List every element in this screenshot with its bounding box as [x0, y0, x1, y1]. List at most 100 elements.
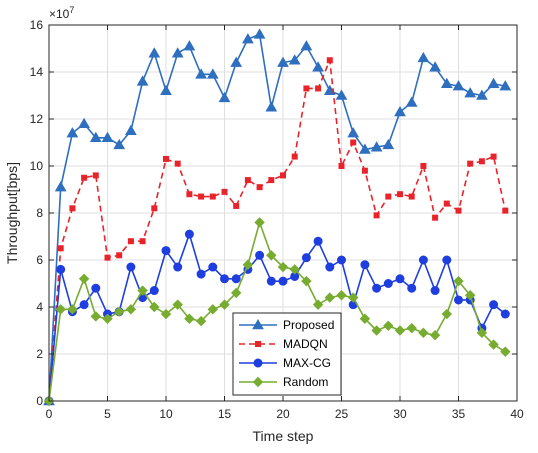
data-point-madqn [280, 172, 286, 179]
data-point-max-cg [196, 269, 206, 279]
y-tick-label: 12 [30, 112, 44, 126]
data-point-random [149, 301, 160, 313]
data-point-madqn [443, 200, 450, 207]
data-point-proposed [160, 84, 172, 96]
data-point-madqn [209, 193, 216, 200]
data-point-madqn [81, 174, 88, 181]
data-point-proposed [347, 127, 360, 138]
data-point-proposed [476, 89, 488, 100]
legend-marker-proposed [252, 318, 264, 330]
data-point-proposed [125, 124, 137, 135]
x-tick-label: 15 [218, 407, 232, 421]
y-tick-label: 2 [36, 347, 43, 361]
series-layer [43, 28, 512, 407]
data-point-max-cg [337, 255, 346, 265]
data-point-random [383, 320, 394, 332]
data-point-proposed [54, 181, 67, 192]
data-point-proposed [405, 96, 418, 107]
data-point-max-cg [278, 276, 288, 286]
data-point-proposed [113, 138, 126, 150]
data-point-random [219, 299, 230, 310]
data-point-proposed [78, 117, 90, 128]
data-point-random [160, 308, 172, 320]
x-tick-label: 35 [452, 407, 466, 421]
data-point-proposed [300, 40, 313, 51]
data-point-proposed [230, 56, 243, 67]
legend-label-proposed: Proposed [283, 318, 334, 332]
data-point-proposed [452, 80, 465, 91]
data-point-random [113, 306, 125, 317]
data-point-proposed [171, 47, 184, 58]
data-point-random [418, 327, 429, 339]
data-point-proposed [101, 131, 114, 143]
data-point-random [266, 250, 277, 261]
data-point-random [324, 292, 336, 303]
data-point-max-cg [325, 262, 335, 272]
data-point-max-cg [383, 279, 393, 288]
series-line-madqn [48, 59, 507, 402]
y-tick-label: 8 [36, 206, 43, 220]
data-point-max-cg [126, 262, 136, 272]
data-point-proposed [89, 131, 102, 143]
data-point-proposed [464, 87, 477, 98]
data-point-random [78, 273, 90, 285]
data-point-madqn [385, 193, 392, 200]
data-point-proposed [370, 141, 383, 152]
data-point-madqn [502, 207, 509, 214]
data-point-madqn [350, 139, 357, 146]
data-point-proposed [277, 56, 289, 67]
x-tick-label: 20 [276, 407, 290, 421]
data-point-random [207, 304, 219, 315]
data-point-max-cg [407, 283, 417, 293]
data-point-proposed [382, 138, 395, 150]
legend-label-madqn: MADQN [283, 337, 328, 351]
data-point-random [277, 261, 289, 273]
data-point-max-cg [56, 264, 66, 274]
data-point-random [406, 322, 417, 334]
data-point-max-cg [418, 255, 428, 265]
data-point-madqn [244, 177, 251, 184]
legend-label-random: Random [283, 375, 328, 389]
data-point-max-cg [184, 229, 194, 239]
series-line-max-cg [48, 233, 506, 402]
y-tick-label: 4 [36, 300, 43, 314]
data-point-proposed [440, 77, 453, 88]
legend-marker-madqn [255, 341, 261, 347]
x-tick-label: 25 [335, 407, 349, 421]
data-point-proposed [253, 28, 266, 39]
data-point-max-cg [489, 300, 499, 310]
data-point-max-cg [430, 286, 440, 296]
data-point-proposed [66, 127, 79, 138]
data-point-max-cg [161, 246, 171, 256]
data-point-proposed [335, 89, 348, 100]
data-point-max-cg [442, 255, 452, 265]
data-point-random [441, 308, 453, 320]
data-point-max-cg [360, 260, 370, 270]
data-point-proposed [206, 68, 219, 79]
tick-layer: 0 5 10 15 20 25 30 35 40 0 2 4 6 8 10 12 14 16 [30, 18, 524, 421]
data-point-max-cg [231, 274, 241, 284]
legend-label-max-cg: MAX-CG [283, 356, 331, 370]
data-point-madqn [420, 163, 427, 169]
data-point-madqn [92, 172, 99, 179]
data-point-random [172, 299, 183, 310]
data-point-random [488, 339, 499, 350]
data-point-max-cg [313, 236, 323, 246]
data-point-max-cg [79, 300, 89, 310]
data-point-madqn [291, 153, 298, 160]
data-point-max-cg [500, 309, 510, 319]
data-point-madqn [397, 191, 403, 198]
data-point-proposed [394, 105, 406, 117]
data-point-random [242, 259, 254, 270]
data-point-proposed [148, 47, 161, 58]
data-point-max-cg [149, 286, 159, 296]
data-point-random [500, 346, 511, 357]
data-point-madqn [233, 202, 240, 209]
y-tick-label: 14 [30, 65, 44, 79]
data-point-madqn [221, 188, 228, 195]
data-point-max-cg [301, 253, 311, 263]
data-point-random [102, 313, 113, 324]
data-point-madqn [338, 163, 345, 169]
legend-marker-random [252, 376, 264, 388]
